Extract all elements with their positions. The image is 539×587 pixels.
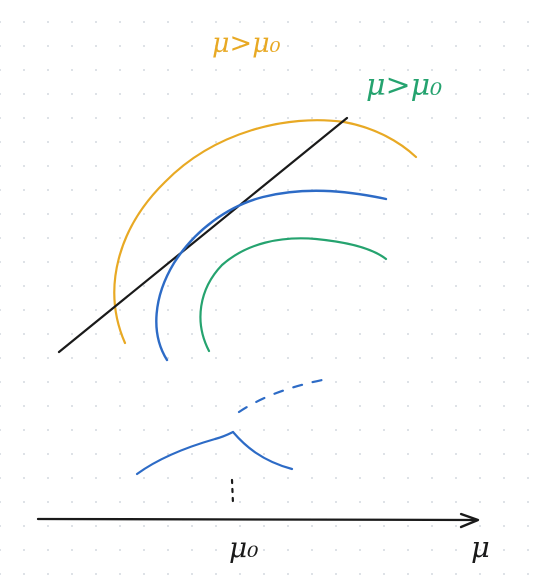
dashed-blue-branch <box>237 377 329 414</box>
axis-variable-label: μ <box>471 530 490 564</box>
orange-condition-label: μ>μ₀ <box>212 28 281 59</box>
horizontal-axis-line <box>36 517 478 522</box>
axis-tick-label: μ₀ <box>229 531 258 564</box>
green-arc <box>199 237 388 353</box>
lower-blue-branch-left <box>135 430 235 476</box>
orange-arc <box>113 119 418 345</box>
axis-arrowhead-icon <box>459 512 480 529</box>
dotted-vertical-marker <box>230 478 235 506</box>
tangent-line <box>57 116 349 354</box>
lower-blue-branch-right <box>231 430 294 471</box>
blue-curve <box>155 189 388 362</box>
green-condition-label: μ>μ₀ <box>366 68 442 103</box>
